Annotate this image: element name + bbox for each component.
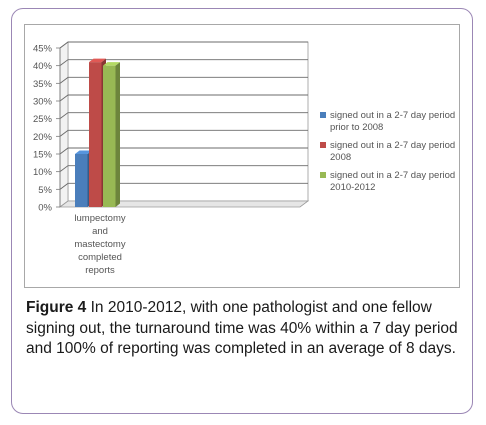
legend-swatch [320, 142, 326, 148]
y-tick-label: 5% [38, 185, 52, 196]
legend-swatch [320, 112, 326, 118]
x-category-label: lumpectomy [74, 213, 125, 224]
x-category-label: completed [78, 252, 122, 263]
gridline [59, 76, 308, 84]
legend-label: signed out in a 2-7 day period [330, 170, 455, 181]
legend-label: 2008 [330, 152, 351, 163]
gridline [59, 129, 308, 137]
figure-label: Figure 4 [26, 299, 87, 316]
y-tick-label: 30% [33, 97, 53, 108]
y-tick-label: 45% [33, 44, 53, 55]
legend-label: signed out in a 2-7 day period [330, 110, 455, 121]
bar-chart: 45% 40% 35% 30% 25% 20% 15% 10% 5% 0% lumpectomy an… [33, 41, 455, 276]
gridline [59, 165, 308, 173]
bar-3 [103, 62, 120, 208]
side-wall [59, 41, 69, 208]
y-tick-label: 35% [33, 79, 53, 90]
y-tick-label: 15% [33, 150, 53, 161]
figure-caption: Figure 4 In 2010-2012, with one patholog… [26, 298, 466, 360]
gridline [59, 147, 308, 155]
gridline [59, 41, 308, 49]
y-tick-label: 40% [33, 61, 53, 72]
legend-label: 2010-2012 [330, 182, 375, 193]
gridline [59, 182, 308, 190]
y-tick-label: 10% [33, 167, 53, 178]
caption-text: In 2010-2012, with one pathologist and o… [26, 299, 458, 357]
legend-swatch [320, 172, 326, 178]
x-category-label: mastectomy [74, 239, 125, 250]
x-category-label: reports [85, 265, 115, 276]
y-tick-label: 0% [38, 203, 52, 214]
x-category-label: and [92, 226, 108, 237]
y-tick-label: 20% [33, 132, 53, 143]
gridline [59, 59, 308, 67]
gridline [59, 94, 308, 102]
legend-label: signed out in a 2-7 day period [330, 140, 455, 151]
floor [58, 200, 310, 208]
gridline [59, 112, 308, 120]
legend-label: prior to 2008 [330, 122, 383, 133]
y-tick-label: 25% [33, 114, 53, 125]
